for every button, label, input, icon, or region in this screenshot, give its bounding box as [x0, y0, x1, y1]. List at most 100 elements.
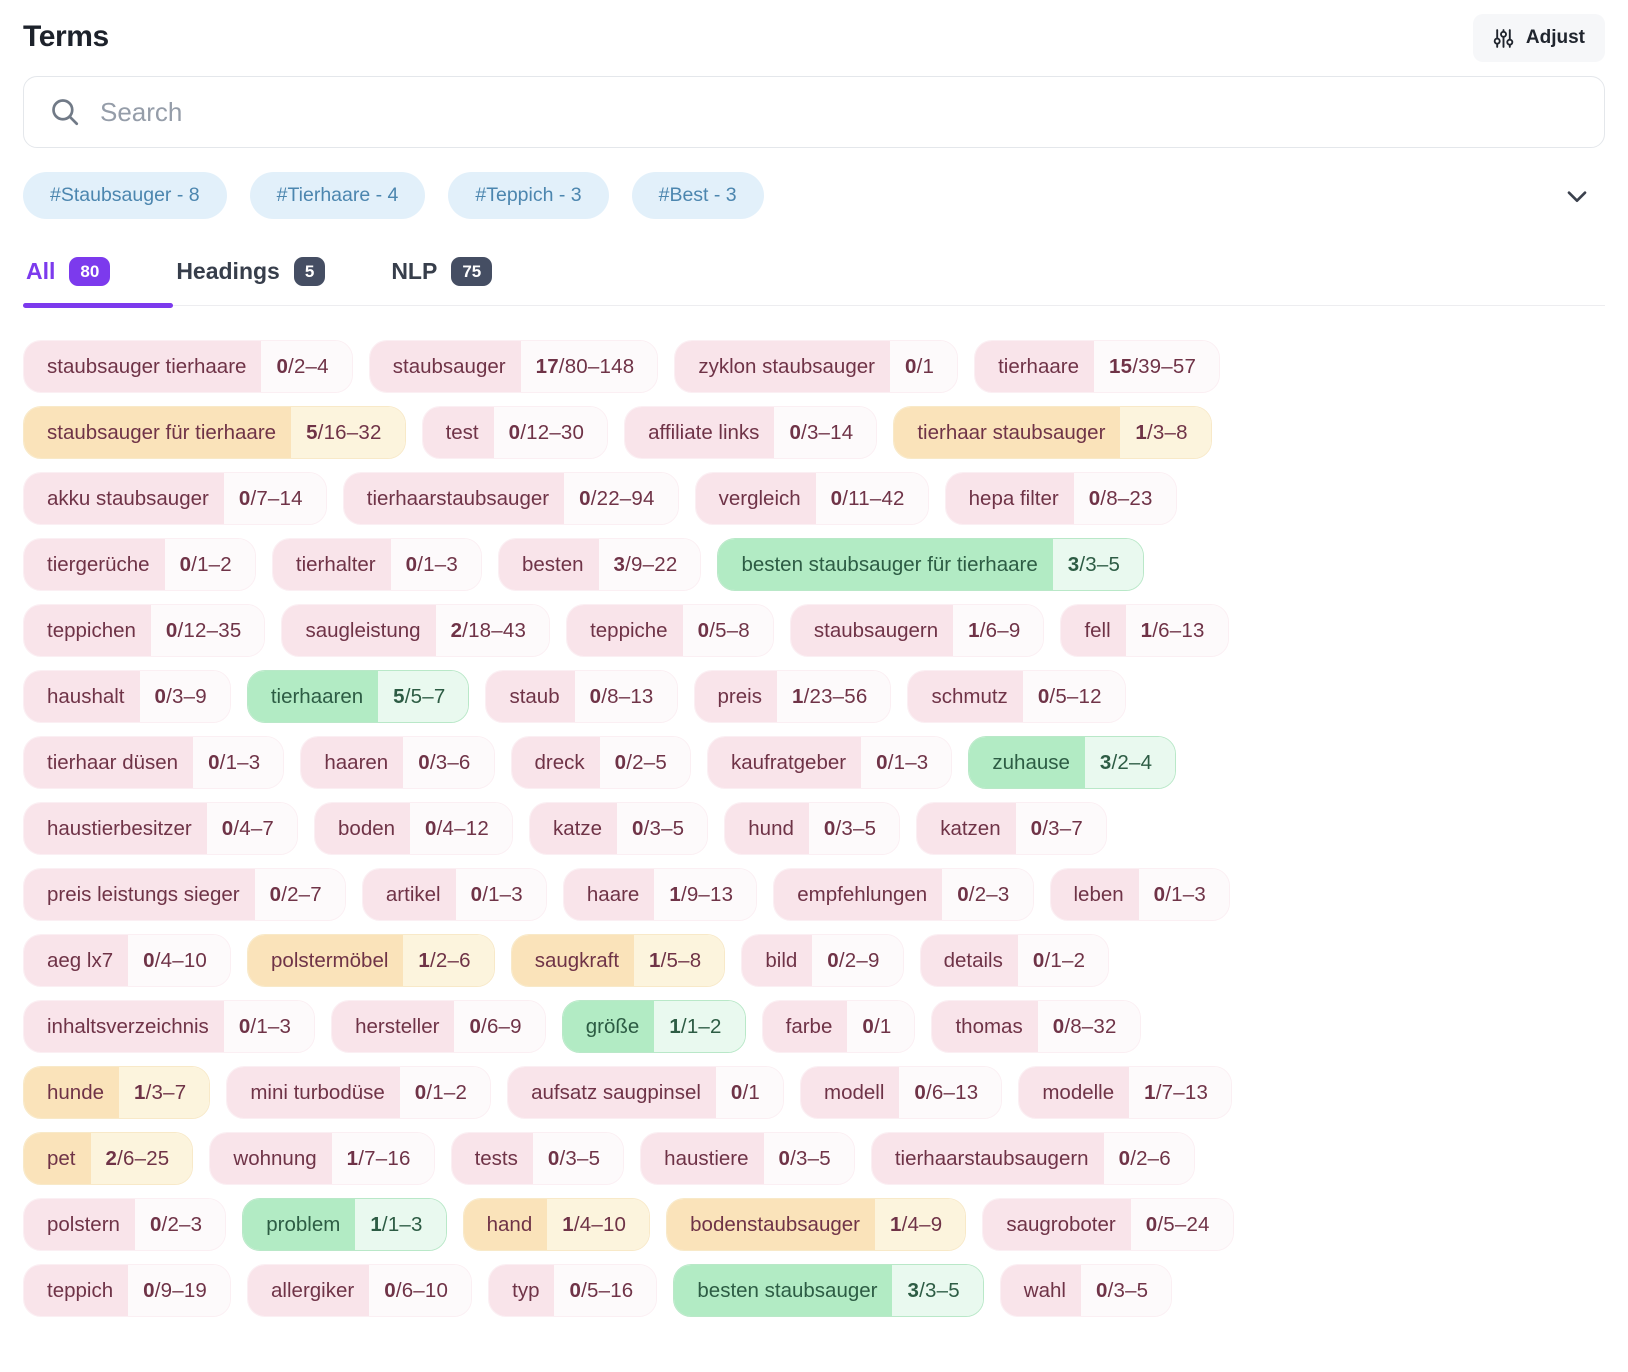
search-input[interactable] [100, 96, 1580, 128]
term-chip[interactable]: polstern 0/2–3 [23, 1198, 227, 1251]
term-label: thomas [932, 1001, 1038, 1052]
term-chip[interactable]: wahl 0/3–5 [999, 1264, 1173, 1317]
term-chip[interactable]: haustierbesitzer 0/4–7 [23, 802, 299, 855]
term-chip[interactable]: haustiere 0/3–5 [640, 1132, 855, 1185]
term-label: polstermöbel [248, 935, 404, 986]
term-used-count: 2 [105, 1146, 118, 1170]
term-chip[interactable]: hersteller 0/6–9 [331, 1000, 546, 1053]
term-used-count: 1 [890, 1212, 902, 1236]
term-count: 3/3–5 [892, 1265, 983, 1316]
term-chip[interactable]: dreck 0/2–5 [510, 736, 691, 789]
tab-all[interactable]: All 80 [26, 257, 111, 286]
term-chip[interactable]: saugroboter 0/5–24 [982, 1198, 1234, 1251]
term-chip[interactable]: staubsauger 17/80–148 [368, 340, 659, 393]
term-range: /3–5 [1079, 552, 1121, 576]
term-chip[interactable]: hunde 1/3–7 [23, 1066, 211, 1119]
term-chip[interactable]: haaren 0/3–6 [300, 736, 495, 789]
term-count: 0/3–5 [1080, 1265, 1172, 1316]
adjust-button[interactable]: Adjust [1472, 14, 1605, 62]
term-chip[interactable]: problem 1/1–3 [242, 1198, 447, 1251]
term-chip[interactable]: besten staubsauger für tierhaare 3/3–5 [717, 538, 1145, 591]
term-chip[interactable]: pet 2/6–25 [23, 1132, 194, 1185]
term-chip[interactable]: saugkraft 1/5–8 [510, 934, 726, 987]
term-chip[interactable]: kaufratgeber 0/1–3 [706, 736, 953, 789]
term-chip[interactable]: tierhaaren 5/5–7 [246, 670, 470, 723]
term-chip[interactable]: polstermöbel 1/2–6 [247, 934, 495, 987]
term-chip[interactable]: teppichen 0/12–35 [23, 604, 266, 657]
term-chip[interactable]: hepa filter 0/8–23 [944, 472, 1177, 525]
term-chip[interactable]: test 0/12–30 [421, 406, 609, 459]
term-chip[interactable]: preis 1/23–56 [693, 670, 892, 723]
term-chip[interactable]: staubsauger für tierhaare 5/16–32 [23, 406, 406, 459]
term-chip[interactable]: mini turbodüse 0/1–2 [226, 1066, 492, 1119]
search-box[interactable] [23, 76, 1605, 148]
term-chip[interactable]: tierhaarstaubsaugern 0/2–6 [870, 1132, 1195, 1185]
term-chip[interactable]: bodenstaubsauger 1/4–9 [666, 1198, 967, 1251]
term-chip[interactable]: teppiche 0/5–8 [566, 604, 774, 657]
term-chip[interactable]: katzen 0/3–7 [916, 802, 1107, 855]
term-range: /12–35 [177, 618, 242, 642]
term-chip[interactable]: haushalt 0/3–9 [23, 670, 231, 723]
hashtag-chip[interactable]: #Tierhaare - 4 [249, 172, 426, 219]
term-chip[interactable]: leben 0/1–3 [1049, 868, 1230, 921]
term-chip[interactable]: vergleich 0/11–42 [694, 472, 929, 525]
term-label: zyklon staubsauger [675, 341, 890, 392]
term-chip[interactable]: zyklon staubsauger 0/1 [674, 340, 959, 393]
term-chip[interactable]: teppich 0/9–19 [23, 1264, 232, 1317]
term-chip[interactable]: farbe 0/1 [761, 1000, 916, 1053]
tab-nlp[interactable]: NLP 75 [391, 257, 493, 286]
term-chip[interactable]: modelle 1/7–13 [1018, 1066, 1233, 1119]
tab-headings[interactable]: Headings 5 [176, 257, 326, 286]
term-chip[interactable]: tierhaarstaubsauger 0/22–94 [342, 472, 679, 525]
term-chip[interactable]: tiergerüche 0/1–2 [23, 538, 256, 591]
term-chip[interactable]: saugleistung 2/18–43 [281, 604, 551, 657]
chevron-down-icon[interactable] [1561, 180, 1593, 212]
term-chip[interactable]: besten 3/9–22 [497, 538, 702, 591]
term-chip[interactable]: tierhaar staubsauger 1/3–8 [893, 406, 1212, 459]
term-chip[interactable]: größe 1/1–2 [561, 1000, 746, 1053]
term-used-count: 0 [957, 882, 969, 906]
term-chip[interactable]: akku staubsauger 0/7–14 [23, 472, 327, 525]
term-chip[interactable]: aeg lx7 0/4–10 [23, 934, 232, 987]
term-chip[interactable]: affiliate links 0/3–14 [624, 406, 878, 459]
term-used-count: 0 [508, 420, 521, 444]
term-range: /4–10 [154, 948, 208, 972]
term-chip[interactable]: typ 0/5–16 [488, 1264, 658, 1317]
hashtag-chip[interactable]: #Best - 3 [631, 172, 764, 219]
term-range: /4–12 [436, 816, 489, 840]
term-chip[interactable]: fell 1/6–13 [1060, 604, 1229, 657]
term-chip[interactable]: empfehlungen 0/2–3 [773, 868, 1034, 921]
term-chip[interactable]: tierhaare 15/39–57 [974, 340, 1221, 393]
term-chip[interactable]: zuhause 3/2–4 [968, 736, 1177, 789]
term-chip[interactable]: staubsaugern 1/6–9 [789, 604, 1045, 657]
term-chip[interactable]: haare 1/9–13 [562, 868, 758, 921]
term-chip[interactable]: preis leistungs sieger 0/2–7 [23, 868, 346, 921]
term-chip[interactable]: hand 1/4–10 [462, 1198, 651, 1251]
term-chip[interactable]: wohnung 1/7–16 [209, 1132, 435, 1185]
term-used-count: 0 [614, 750, 627, 774]
term-chip[interactable]: inhaltsverzeichnis 0/1–3 [23, 1000, 316, 1053]
term-chip[interactable]: tierhalter 0/1–3 [271, 538, 482, 591]
term-chip[interactable]: tests 0/3–5 [450, 1132, 625, 1185]
term-chip[interactable]: boden 0/4–12 [314, 802, 513, 855]
term-chip[interactable]: thomas 0/8–32 [931, 1000, 1141, 1053]
term-count: 0/2–9 [812, 935, 903, 986]
term-chip[interactable]: katze 0/3–5 [528, 802, 709, 855]
term-count: 0/1–2 [164, 539, 255, 590]
term-chip[interactable]: bild 0/2–9 [741, 934, 904, 987]
term-chip[interactable]: schmutz 0/5–12 [907, 670, 1126, 723]
term-label: schmutz [908, 671, 1023, 722]
term-chip[interactable]: besten staubsauger 3/3–5 [673, 1264, 984, 1317]
term-chip[interactable]: staub 0/8–13 [485, 670, 678, 723]
term-chip[interactable]: allergiker 0/6–10 [247, 1264, 473, 1317]
term-chip[interactable]: artikel 0/1–3 [361, 868, 547, 921]
hashtag-chip[interactable]: #Staubsauger - 8 [23, 172, 227, 219]
term-chip[interactable]: staubsauger tierhaare 0/2–4 [23, 340, 353, 393]
term-chip[interactable]: tierhaar düsen 0/1–3 [23, 736, 285, 789]
hashtag-chip[interactable]: #Teppich - 3 [448, 172, 609, 219]
search-icon [48, 95, 82, 129]
term-chip[interactable]: hund 0/3–5 [724, 802, 901, 855]
term-chip[interactable]: aufsatz saugpinsel 0/1 [507, 1066, 785, 1119]
term-chip[interactable]: modell 0/6–13 [800, 1066, 1003, 1119]
term-chip[interactable]: details 0/1–2 [919, 934, 1110, 987]
